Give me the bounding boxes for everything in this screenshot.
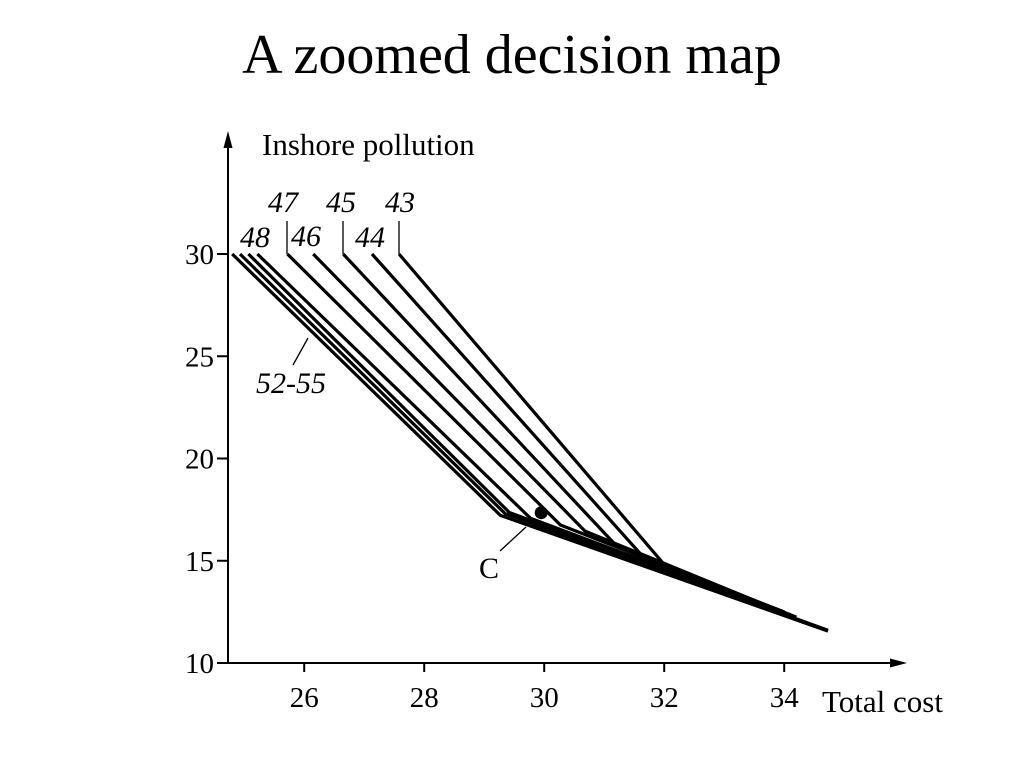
x-axis-arrow-icon [890,658,907,668]
y-tick-label: 20 [185,444,214,476]
series-label-43: 43 [385,186,415,219]
x-tick-label: 28 [410,682,439,714]
point-c-marker [534,506,548,520]
y-axis-arrow-icon [223,131,233,148]
series-line-48 [256,252,797,620]
point-c-label: C [479,552,499,585]
series-label-48: 48 [240,221,270,254]
series-line-45 [342,252,785,615]
leader-line-52-55 [292,337,309,366]
leader-line-c [499,526,527,552]
series-lines [231,252,829,633]
x-tick-label: 30 [530,682,559,714]
series-line-47 [286,252,797,619]
axis-ticks: 10 15 20 25 30 26 28 30 32 34 [185,239,799,714]
series-line-52-55 [231,252,829,633]
chart-title: A zoomed decision map [242,24,782,86]
y-tick-label: 25 [185,341,214,373]
y-tick-label: 30 [185,239,214,271]
x-axis-label: Total cost [822,684,943,719]
y-axis-label: Inshore pollution [262,127,475,162]
series-label-52-55: 52-55 [256,367,326,400]
series-line-52-55 [247,252,815,628]
y-tick-label: 10 [185,648,214,680]
y-tick-label: 15 [185,546,214,578]
series-label-44: 44 [355,221,385,254]
series-line-44 [370,252,785,615]
series-label-45: 45 [326,186,356,219]
x-tick-label: 32 [650,682,679,714]
x-tick-label: 34 [770,682,800,714]
series-line-43 [397,252,785,614]
series-label-46: 46 [291,220,321,253]
series-line-52-55 [238,252,829,632]
x-tick-label: 26 [290,682,319,714]
series-label-47: 47 [268,186,300,219]
